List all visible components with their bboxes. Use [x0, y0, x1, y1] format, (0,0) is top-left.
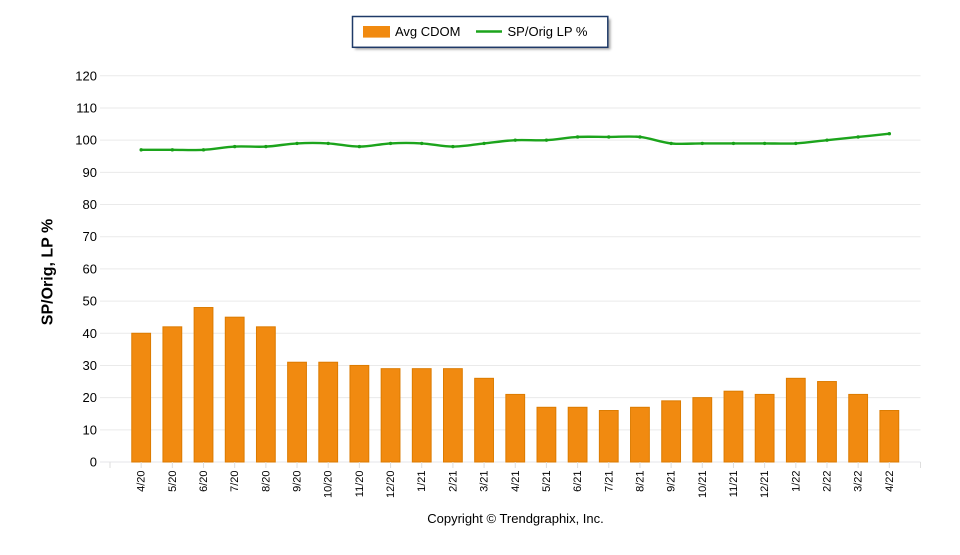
svg-text:11/21: 11/21: [728, 471, 740, 498]
svg-text:50: 50: [83, 294, 97, 309]
svg-text:SP/Orig LP %: SP/Orig LP %: [508, 24, 588, 39]
svg-text:9/21: 9/21: [666, 471, 678, 492]
svg-text:4/22: 4/22: [884, 471, 896, 492]
svg-text:20: 20: [83, 390, 97, 405]
svg-text:3/22: 3/22: [853, 471, 865, 492]
svg-text:SP/Orig, LP %: SP/Orig, LP %: [40, 219, 57, 325]
svg-text:10/21: 10/21: [697, 471, 709, 499]
svg-text:7/21: 7/21: [603, 471, 615, 492]
svg-text:11/20: 11/20: [354, 471, 366, 498]
svg-text:9/20: 9/20: [292, 471, 304, 492]
svg-text:12/21: 12/21: [759, 471, 771, 499]
svg-text:70: 70: [83, 229, 97, 244]
svg-text:60: 60: [83, 261, 97, 276]
svg-text:Avg CDOM: Avg CDOM: [395, 24, 461, 39]
svg-text:6/21: 6/21: [572, 471, 584, 492]
svg-text:80: 80: [83, 197, 97, 212]
svg-text:6/20: 6/20: [198, 471, 210, 492]
svg-text:120: 120: [75, 68, 97, 83]
svg-text:90: 90: [83, 165, 97, 180]
svg-text:1/21: 1/21: [416, 471, 428, 492]
svg-text:4/21: 4/21: [510, 471, 522, 492]
svg-text:3/21: 3/21: [479, 471, 491, 492]
svg-text:10/20: 10/20: [323, 471, 335, 499]
svg-text:110: 110: [76, 100, 97, 115]
svg-text:8/21: 8/21: [634, 471, 646, 492]
svg-text:100: 100: [75, 133, 97, 148]
svg-text:1/22: 1/22: [790, 471, 802, 492]
svg-text:Copyright © Trendgraphix, Inc.: Copyright © Trendgraphix, Inc.: [427, 511, 604, 526]
svg-text:2/22: 2/22: [821, 471, 833, 492]
svg-text:4/20: 4/20: [136, 471, 148, 492]
svg-text:2/21: 2/21: [447, 471, 459, 492]
svg-text:12/20: 12/20: [385, 471, 397, 499]
svg-text:10: 10: [83, 422, 97, 437]
svg-text:30: 30: [83, 358, 97, 373]
svg-text:5/20: 5/20: [167, 471, 179, 492]
svg-text:40: 40: [83, 326, 97, 341]
svg-text:7/20: 7/20: [229, 471, 241, 492]
svg-text:5/21: 5/21: [541, 471, 553, 492]
svg-text:0: 0: [90, 455, 97, 470]
svg-text:8/20: 8/20: [260, 471, 272, 492]
